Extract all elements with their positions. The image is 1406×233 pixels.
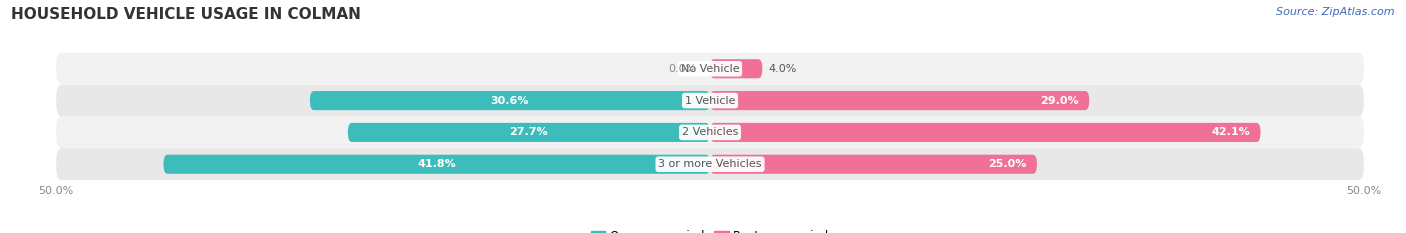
FancyBboxPatch shape [163, 155, 710, 174]
FancyBboxPatch shape [56, 85, 1364, 116]
Text: 29.0%: 29.0% [1040, 96, 1078, 106]
Text: HOUSEHOLD VEHICLE USAGE IN COLMAN: HOUSEHOLD VEHICLE USAGE IN COLMAN [11, 7, 361, 22]
FancyBboxPatch shape [710, 123, 1261, 142]
Text: 42.1%: 42.1% [1212, 127, 1250, 137]
Text: 2 Vehicles: 2 Vehicles [682, 127, 738, 137]
Text: 0.0%: 0.0% [669, 64, 697, 74]
Text: No Vehicle: No Vehicle [681, 64, 740, 74]
Text: Source: ZipAtlas.com: Source: ZipAtlas.com [1277, 7, 1395, 17]
FancyBboxPatch shape [347, 123, 710, 142]
Text: 30.6%: 30.6% [491, 96, 529, 106]
Text: 3 or more Vehicles: 3 or more Vehicles [658, 159, 762, 169]
Legend: Owner-occupied, Renter-occupied: Owner-occupied, Renter-occupied [586, 225, 834, 233]
FancyBboxPatch shape [56, 116, 1364, 148]
FancyBboxPatch shape [710, 91, 1090, 110]
FancyBboxPatch shape [309, 91, 710, 110]
FancyBboxPatch shape [710, 155, 1038, 174]
Text: 1 Vehicle: 1 Vehicle [685, 96, 735, 106]
Text: 27.7%: 27.7% [509, 127, 548, 137]
Text: 41.8%: 41.8% [418, 159, 456, 169]
FancyBboxPatch shape [710, 59, 762, 78]
FancyBboxPatch shape [56, 148, 1364, 180]
Text: 4.0%: 4.0% [769, 64, 797, 74]
FancyBboxPatch shape [56, 53, 1364, 85]
Text: 25.0%: 25.0% [988, 159, 1026, 169]
